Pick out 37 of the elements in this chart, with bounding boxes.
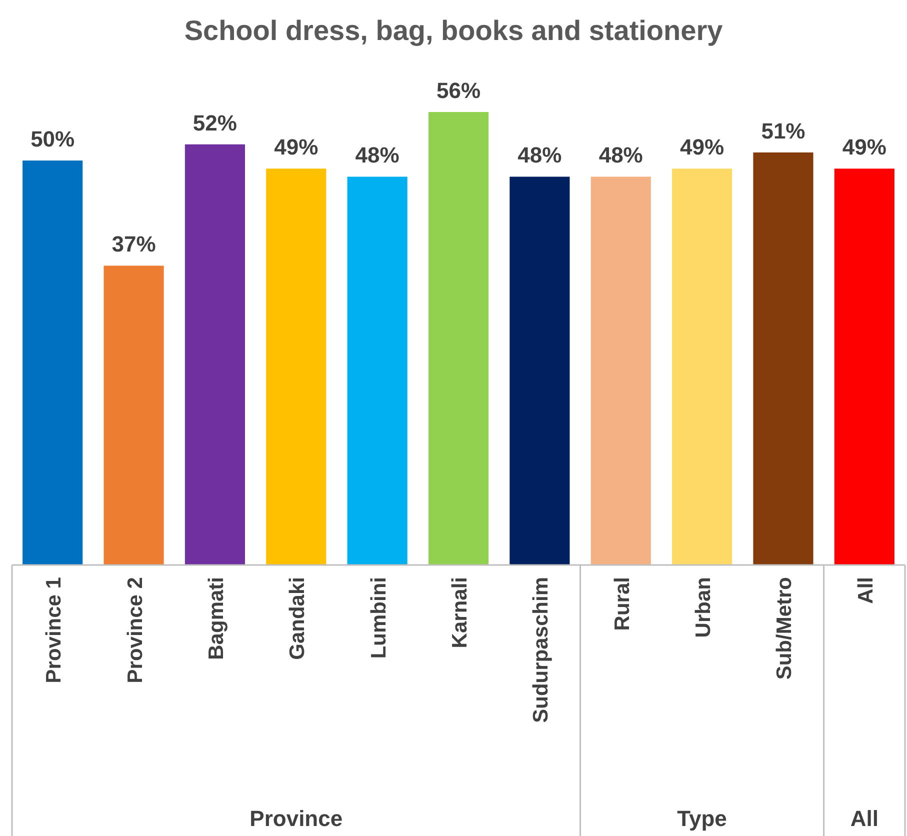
bar	[753, 152, 814, 565]
bar	[104, 266, 164, 565]
x-tick-label: Province 1	[42, 576, 66, 684]
x-tick-label: All	[854, 577, 878, 604]
data-label: 49%	[680, 134, 724, 160]
x-tick-label: Lumbini	[367, 577, 390, 659]
x-tick-label: Gandaki	[286, 577, 310, 660]
bar	[184, 144, 245, 565]
bar	[834, 168, 894, 565]
data-label: 49%	[842, 134, 886, 160]
x-tick-label: Urban	[692, 577, 716, 638]
text: Type	[677, 806, 727, 831]
bar	[428, 112, 489, 565]
bar	[22, 160, 83, 565]
bar	[672, 168, 732, 565]
x-tick-label: Province 2	[124, 577, 147, 684]
data-label: 48%	[355, 142, 400, 168]
data-label: 49%	[274, 134, 318, 160]
data-label: 37%	[112, 232, 156, 257]
x-tick-label: Sudurpaschim	[530, 577, 553, 723]
bar	[590, 176, 651, 565]
data-label: 48%	[518, 142, 562, 168]
data-label: 51%	[761, 118, 806, 144]
x-tick-label: Karnali	[448, 577, 472, 648]
data-label: 50%	[30, 126, 75, 152]
data-label: 48%	[598, 142, 643, 168]
text: All	[850, 806, 878, 831]
x-tick-label: Sub/Metro	[773, 577, 796, 680]
data-label: 52%	[192, 110, 237, 136]
data-label: 56%	[436, 78, 481, 103]
x-tick-label: Bagmati	[204, 577, 228, 660]
bar	[266, 168, 326, 565]
chart-title: School dress, bag, books and stationery	[184, 15, 724, 46]
text: Province	[250, 806, 343, 831]
x-tick-label: Rural	[610, 577, 634, 631]
bar	[347, 176, 408, 565]
bar	[510, 176, 570, 565]
